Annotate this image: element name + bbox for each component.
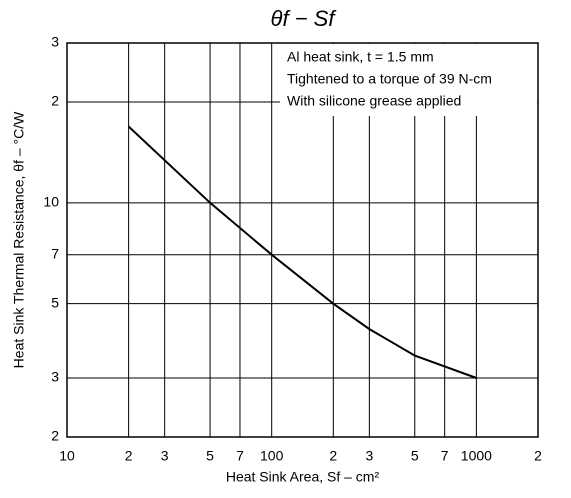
y-tick-label: 5 xyxy=(51,294,59,310)
x-tick-label: 2 xyxy=(329,448,337,464)
x-tick-label: 2 xyxy=(534,448,542,464)
chart-title: θf − Sf xyxy=(271,6,338,31)
y-tick-label: 3 xyxy=(51,369,59,385)
x-tick-label: 1000 xyxy=(461,448,492,464)
y-tick-label: 3 xyxy=(51,34,59,50)
x-axis-label: Heat Sink Area, Sf – cm² xyxy=(226,469,380,485)
y-tick-label: 2 xyxy=(51,428,59,444)
annotation: With silicone grease applied xyxy=(287,93,461,109)
annotation: Al heat sink, t = 1.5 mm xyxy=(287,49,434,65)
line xyxy=(127,125,477,379)
x-tick-label: 5 xyxy=(411,448,419,464)
x-tick-label: 100 xyxy=(260,448,284,464)
x-tick-label: 3 xyxy=(161,448,169,464)
x-tick-label: 5 xyxy=(206,448,214,464)
x-tick-label: 7 xyxy=(441,448,449,464)
y-tick-label: 7 xyxy=(51,245,59,261)
x-tick-label: 2 xyxy=(125,448,133,464)
y-tick-label: 2 xyxy=(51,93,59,109)
annotation: Tightened to a torque of 39 N-cm xyxy=(287,71,492,87)
y-tick-label: 10 xyxy=(43,194,59,210)
plot-frame xyxy=(66,42,539,438)
annotation-box xyxy=(280,44,537,116)
x-tick-label: 10 xyxy=(59,448,75,464)
x-tick-label: 7 xyxy=(236,448,244,464)
y-axis-label: Heat Sink Thermal Resistance, θf – °C/W xyxy=(11,111,27,368)
x-tick-label: 3 xyxy=(365,448,373,464)
